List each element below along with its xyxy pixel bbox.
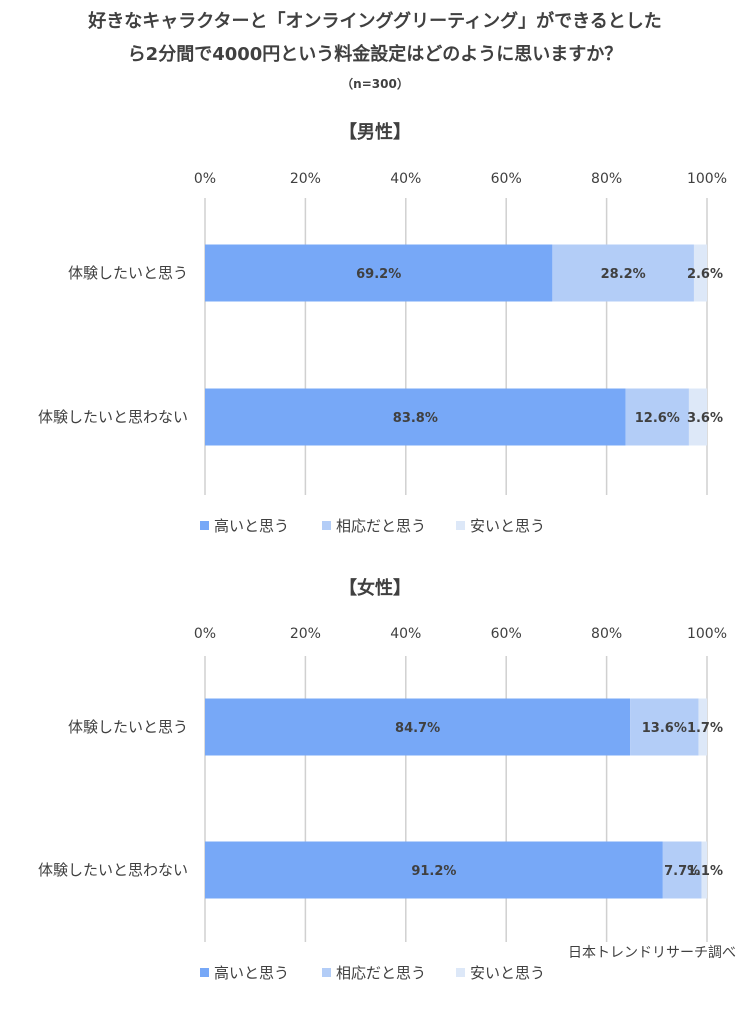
- data-label: 1.1%: [687, 864, 723, 879]
- data-label: 84.7%: [395, 721, 440, 736]
- x-tick-label: 60%: [491, 171, 522, 187]
- category-label: 体験したいと思わない: [38, 861, 188, 879]
- x-tick-label: 20%: [290, 626, 321, 642]
- category-label: 体験したいと思わない: [38, 408, 188, 426]
- data-label: 2.6%: [687, 267, 723, 282]
- data-label: 69.2%: [356, 267, 401, 282]
- x-tick-label: 40%: [390, 626, 421, 642]
- title-line-1: 好きなキャラクターと「オンラインググリーティング」ができるとした: [88, 11, 662, 32]
- data-label: 12.6%: [635, 411, 680, 426]
- legend-label: 安いと思う: [470, 517, 545, 535]
- bar-segment: [701, 841, 707, 899]
- sample-size-label: （n=300）: [341, 77, 409, 91]
- chart-female: 【女性】 0% 20% 40% 60% 80% 100% 体験したいと思う 84.7% 13.6%…: [38, 577, 727, 982]
- bar-segment: [698, 698, 707, 756]
- title-line-2: ら2分間で4000円という料金設定はどのように思いますか？: [127, 44, 623, 65]
- legend-swatch: [456, 521, 465, 530]
- legend-label: 高いと思う: [214, 517, 289, 535]
- panel-title: 【男性】: [339, 121, 411, 143]
- bar-segment: [552, 244, 694, 302]
- x-tick-label: 0%: [194, 626, 216, 642]
- bar-segment: [688, 388, 707, 446]
- category-label: 体験したいと思う: [68, 718, 188, 736]
- legend-swatch: [456, 968, 465, 977]
- data-label: 91.2%: [411, 864, 456, 879]
- bar-segment: [630, 698, 699, 756]
- bar-segment: [625, 388, 689, 446]
- bar-segment: [205, 841, 663, 899]
- bar-segment: [205, 698, 631, 756]
- legend-label: 相応だと思う: [336, 964, 426, 982]
- data-label: 28.2%: [601, 267, 646, 282]
- data-label: 7.7%: [664, 864, 700, 879]
- x-tick-label: 60%: [491, 626, 522, 642]
- data-label: 1.7%: [687, 721, 723, 736]
- x-tick-label: 100%: [687, 171, 727, 187]
- legend-swatch: [322, 521, 331, 530]
- legend-label: 高いと思う: [214, 964, 289, 982]
- legend-label: 安いと思う: [470, 964, 545, 982]
- legend-swatch: [200, 521, 209, 530]
- x-tick-label: 0%: [194, 171, 216, 187]
- data-label: 83.8%: [393, 411, 438, 426]
- chart-male: 【男性】 0% 20% 40% 60% 80% 100% 体験したいと思う 69.2% 28.2%…: [38, 121, 727, 535]
- x-tick-label: 100%: [687, 626, 727, 642]
- x-tick-label: 20%: [290, 171, 321, 187]
- source-credit: 日本トレンドリサーチ調べ: [568, 945, 736, 961]
- bar-segment: [205, 388, 626, 446]
- legend-swatch: [322, 968, 331, 977]
- data-label: 13.6%: [642, 721, 687, 736]
- x-tick-label: 80%: [591, 171, 622, 187]
- bar-segment: [693, 244, 707, 302]
- legend-swatch: [200, 968, 209, 977]
- bar-segment: [662, 841, 702, 899]
- x-tick-label: 80%: [591, 626, 622, 642]
- category-label: 体験したいと思う: [68, 264, 188, 282]
- bar-segment: [205, 244, 553, 302]
- legend-label: 相応だと思う: [336, 517, 426, 535]
- panel-title: 【女性】: [339, 577, 411, 599]
- x-tick-label: 40%: [390, 171, 421, 187]
- data-label: 3.6%: [687, 411, 723, 426]
